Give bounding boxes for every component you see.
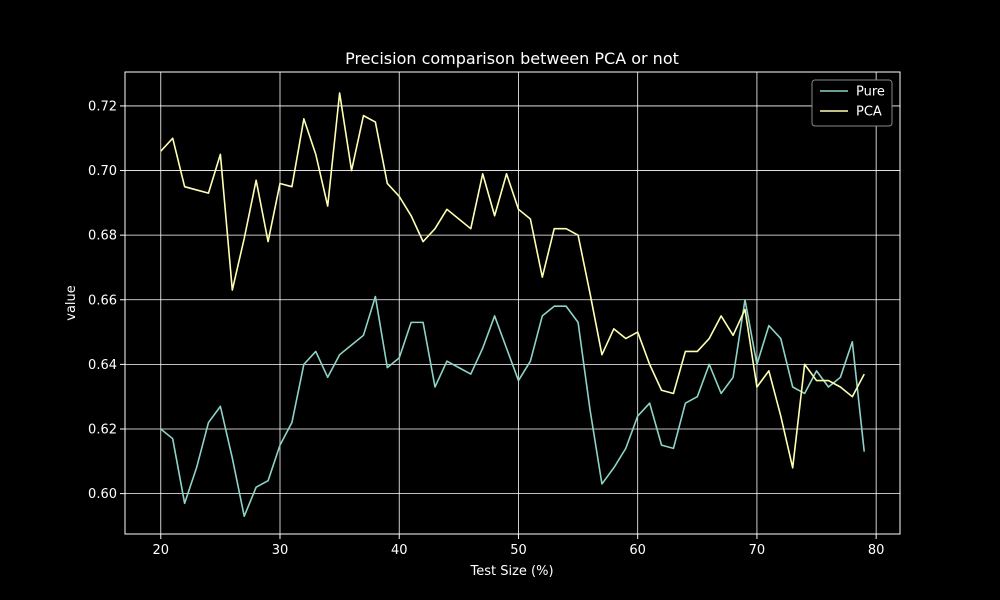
x-tick-label: 50 — [510, 543, 527, 558]
y-axis-label: value — [64, 285, 79, 321]
y-tick-label: 0.72 — [88, 99, 117, 114]
x-tick-label: 30 — [272, 543, 289, 558]
legend-label-pca: PCA — [856, 105, 882, 120]
y-tick-label: 0.62 — [88, 423, 117, 438]
y-tick-label: 0.60 — [88, 487, 117, 502]
series-lines — [160, 92, 866, 518]
x-tick-label: 70 — [749, 543, 766, 558]
x-tick-label: 40 — [391, 543, 408, 558]
x-tick-label: 80 — [868, 543, 885, 558]
y-axis-ticks: 0.60 0.62 0.64 0.66 0.68 0.70 0.72 — [88, 99, 125, 502]
plot-frame — [124, 71, 901, 535]
y-tick-label: 0.70 — [88, 164, 117, 179]
series-line-pca — [160, 92, 865, 469]
x-axis-label: Test Size (%) — [469, 564, 553, 579]
y-tick-label: 0.66 — [88, 293, 117, 308]
series-line-pure — [160, 295, 866, 518]
legend-label-pure: Pure — [856, 85, 885, 100]
x-tick-label: 60 — [629, 543, 646, 558]
legend: Pure PCA — [811, 79, 893, 127]
y-tick-label: 0.68 — [88, 229, 117, 244]
chart-title: Precision comparison between PCA or not — [345, 49, 679, 68]
y-tick-label: 0.64 — [88, 358, 117, 373]
x-tick-label: 20 — [152, 543, 169, 558]
x-axis-ticks: 20 30 40 50 60 70 80 — [152, 534, 884, 558]
